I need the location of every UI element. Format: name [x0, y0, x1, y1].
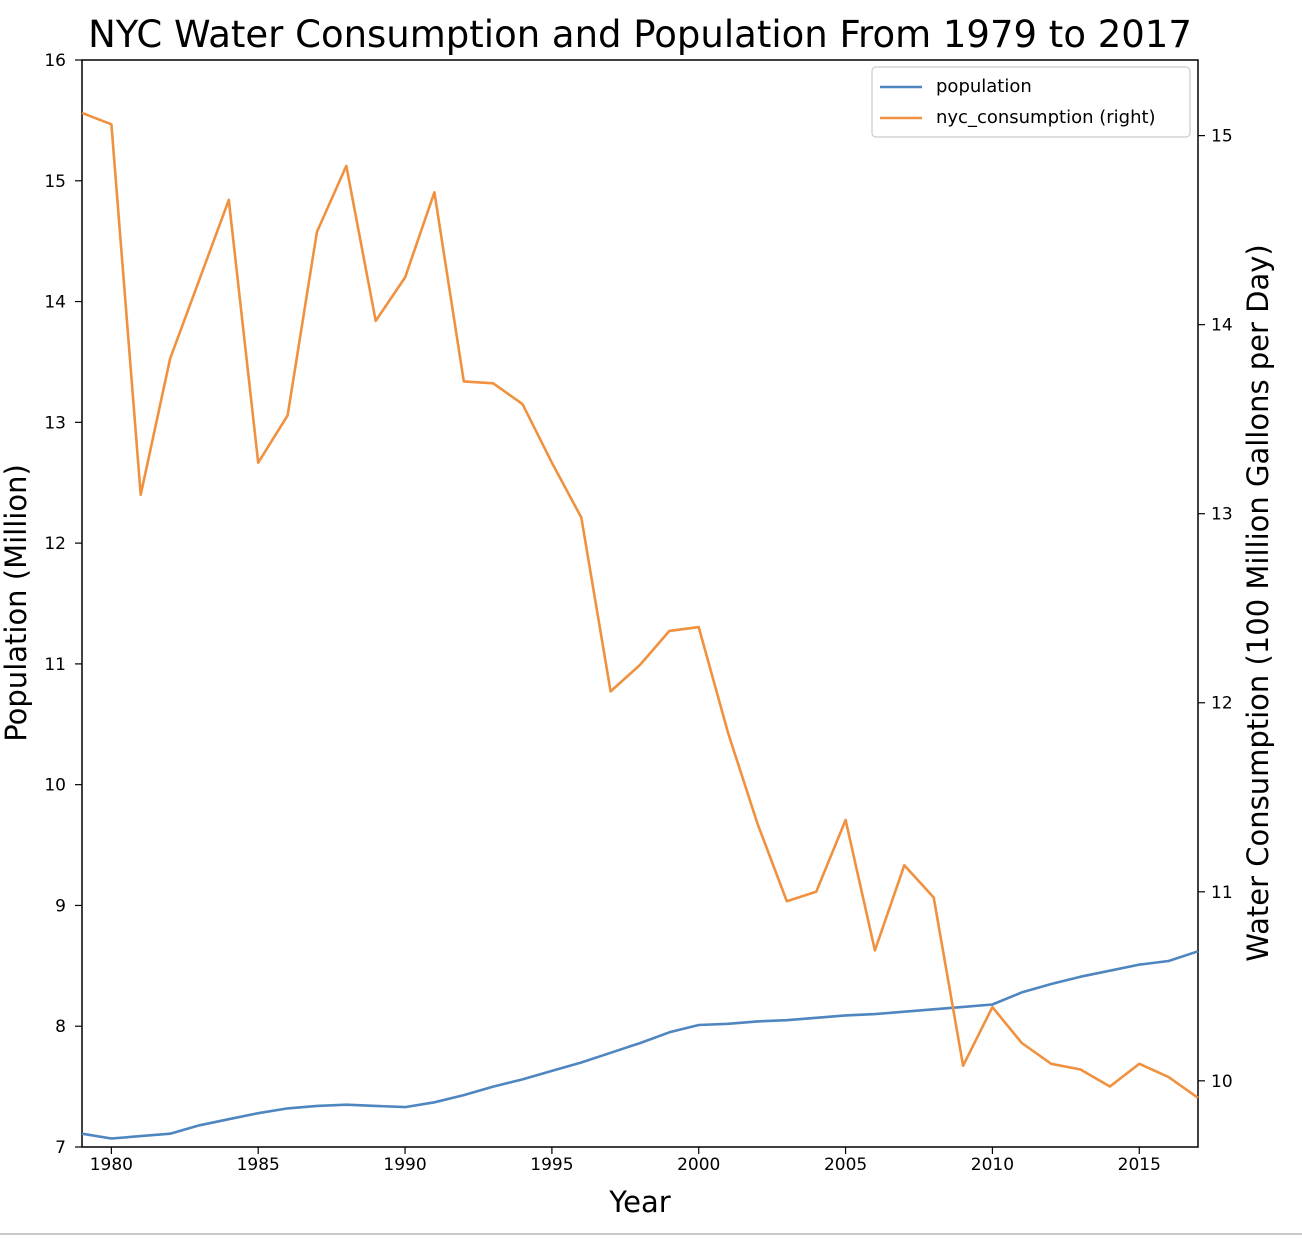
left-y-tick-label: 13	[44, 413, 66, 433]
right-y-axis-ticks: 10 11 12 13 14 15	[1198, 127, 1233, 1092]
plot-area	[81, 59, 1199, 1148]
right-y-tick-label: 12	[1211, 694, 1233, 714]
left-y-tick-label: 8	[55, 1017, 66, 1037]
chart-title: NYC Water Consumption and Population Fro…	[88, 13, 1192, 56]
x-tick-label: 2000	[677, 1155, 720, 1175]
legend: population nyc_consumption (right)	[871, 66, 1191, 138]
left-y-tick-label: 9	[55, 896, 66, 916]
right-y-tick-label: 14	[1211, 316, 1233, 336]
left-y-axis-label: Population (Million)	[0, 464, 33, 742]
consumption-series-line	[81, 111, 1199, 1099]
right-y-axis-label: Water Consumption (100 Million Gallons p…	[1241, 244, 1275, 961]
left-y-tick-label: 16	[44, 51, 66, 71]
right-y-tick-label: 11	[1211, 883, 1233, 903]
left-y-tick-label: 7	[55, 1138, 66, 1158]
x-tick-label: 1985	[237, 1155, 280, 1175]
x-axis-label: Year	[608, 1185, 670, 1219]
x-tick-label: 2005	[824, 1155, 867, 1175]
left-y-tick-label: 15	[44, 172, 66, 192]
left-y-tick-label: 10	[44, 776, 66, 796]
legend-box	[871, 66, 1191, 138]
legend-label-population: population	[936, 76, 1032, 97]
left-y-tick-label: 14	[44, 293, 66, 313]
x-tick-label: 1990	[383, 1155, 426, 1175]
left-y-axis-ticks: 7 8 9 10 11 12 13 14 15 16	[44, 51, 82, 1158]
right-y-tick-label: 15	[1211, 127, 1233, 147]
legend-label-consumption: nyc_consumption (right)	[936, 107, 1156, 128]
x-axis-ticks: 1980 1985 1990 1995 2000 2005 2010 2015	[90, 1147, 1161, 1175]
bottom-divider	[0, 1233, 1302, 1235]
right-y-tick-label: 13	[1211, 505, 1233, 525]
right-y-tick-label: 10	[1211, 1072, 1233, 1092]
x-tick-label: 2010	[971, 1155, 1014, 1175]
population-series-line	[81, 950, 1199, 1140]
x-tick-label: 1980	[90, 1155, 133, 1175]
left-y-tick-label: 12	[44, 534, 66, 554]
x-tick-label: 2015	[1118, 1155, 1161, 1175]
x-tick-label: 1995	[530, 1155, 573, 1175]
left-y-tick-label: 11	[44, 655, 66, 675]
